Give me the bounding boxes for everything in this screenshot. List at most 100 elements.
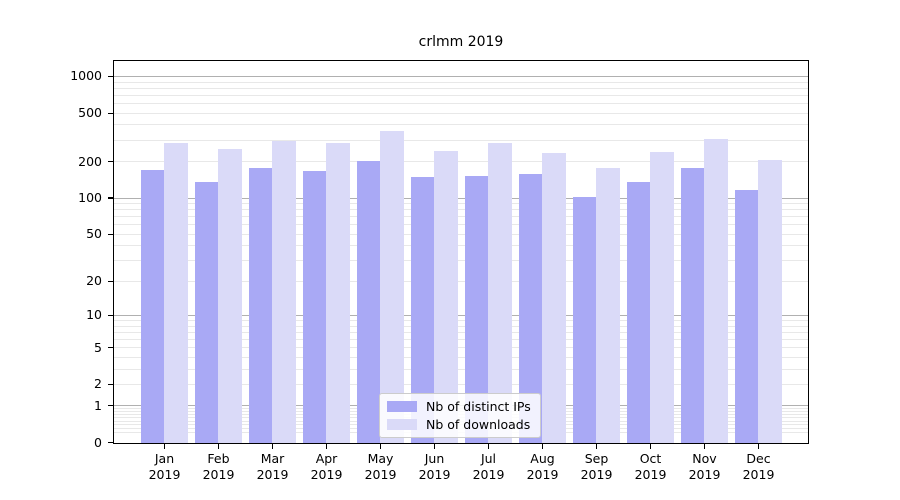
bar-downloads	[758, 159, 782, 443]
x-tick-label-may: May 2019	[341, 451, 421, 483]
gridline-minor	[114, 325, 808, 327]
legend-label-downloads: Nb of downloads	[426, 417, 531, 432]
gridline-minor	[114, 216, 808, 218]
legend-item-downloads: Nb of downloads	[387, 417, 531, 432]
bar-distinct-ips	[302, 171, 326, 443]
bar-downloads	[704, 138, 728, 443]
y-tick-mark	[108, 112, 113, 114]
y-tick-mark	[108, 441, 113, 444]
bar-downloads	[164, 142, 188, 443]
legend-item-distinct-ips: Nb of distinct IPs	[387, 399, 531, 414]
x-tick-label-nov: Nov 2019	[665, 451, 745, 483]
bar-downloads	[380, 130, 404, 443]
x-tick-label-mar: Mar 2019	[233, 451, 313, 483]
gridline-minor	[114, 368, 808, 370]
x-tick-year: 2019	[742, 467, 775, 482]
y-tick-label: 20	[86, 273, 102, 289]
gridline-minor	[114, 112, 808, 114]
x-tick-mark	[325, 444, 328, 449]
bar-distinct-ips	[680, 168, 704, 443]
x-tick-month: Jun	[424, 451, 445, 466]
bar-distinct-ips	[734, 190, 758, 443]
x-tick-label-jun: Jun 2019	[395, 451, 475, 483]
gridline-minor	[114, 203, 808, 204]
x-tick-year: 2019	[634, 467, 667, 482]
bar-downloads	[542, 153, 566, 443]
x-tick-month: Apr	[315, 451, 338, 466]
gridline-minor	[114, 280, 808, 282]
gridline-minor	[114, 233, 808, 235]
gridline-minor	[114, 103, 808, 104]
y-tick-label: 10	[86, 307, 102, 323]
bar-downloads	[326, 143, 350, 443]
chart-title: crlmm 2019	[418, 34, 504, 50]
bar-downloads	[272, 141, 296, 443]
x-tick-mark	[217, 444, 220, 449]
bar-distinct-ips	[572, 197, 596, 443]
gridline-minor	[114, 320, 808, 321]
y-tick-mark	[108, 405, 113, 407]
x-tick-year: 2019	[472, 467, 505, 482]
gridline-minor	[114, 338, 808, 340]
legend-label-distinct-ips: Nb of distinct IPs	[426, 399, 531, 414]
gridline-minor	[114, 245, 808, 247]
gridline-minor	[114, 331, 808, 333]
y-tick-label: 50	[86, 226, 102, 242]
bar-downloads	[650, 152, 674, 443]
x-tick-month: Sep	[584, 451, 609, 466]
gridline-minor	[114, 260, 808, 262]
y-tick-label: 1000	[70, 68, 102, 84]
x-tick-year: 2019	[526, 467, 559, 482]
bar-distinct-ips	[626, 182, 650, 443]
y-tick-label: 5	[94, 339, 102, 355]
x-tick-label-aug: Aug 2019	[503, 451, 583, 483]
x-tick-year: 2019	[580, 467, 613, 482]
gridline-minor	[114, 139, 808, 141]
y-tick-label: 1	[94, 397, 102, 413]
gridline-minor	[114, 209, 808, 211]
y-tick-mark	[108, 160, 113, 163]
bar-distinct-ips	[518, 173, 542, 443]
legend: Nb of distinct IPs Nb of downloads	[379, 393, 541, 438]
bar-distinct-ips	[464, 175, 488, 443]
gridline-minor	[114, 161, 808, 162]
bar-distinct-ips	[248, 168, 272, 443]
x-tick-year: 2019	[688, 467, 721, 482]
y-tick-mark	[108, 197, 113, 199]
x-tick-year: 2019	[202, 467, 235, 482]
x-tick-month: Oct	[639, 451, 662, 466]
y-tick-mark	[108, 233, 113, 235]
y-tick-mark	[108, 280, 113, 282]
gridline-minor	[114, 347, 808, 349]
bar-downloads	[218, 149, 242, 443]
x-tick-year: 2019	[364, 467, 397, 482]
x-tick-year: 2019	[256, 467, 289, 482]
x-tick-label-oct: Oct 2019	[611, 451, 691, 483]
bar-downloads	[596, 168, 620, 443]
y-tick-mark	[108, 75, 113, 78]
gridline-minor	[114, 94, 808, 96]
y-tick-label: 100	[78, 189, 102, 205]
y-tick-mark	[108, 314, 113, 317]
x-tick-mark	[433, 444, 436, 449]
x-tick-month: Jul	[480, 451, 497, 466]
x-tick-month: Jan	[154, 451, 175, 466]
bar-distinct-ips	[140, 170, 164, 443]
legend-swatch-downloads	[387, 419, 417, 430]
x-tick-mark	[379, 444, 382, 449]
x-tick-mark	[271, 444, 274, 449]
gridline-minor	[114, 224, 808, 226]
x-tick-month: Nov	[692, 451, 717, 466]
y-tick-label: 0	[94, 434, 102, 450]
x-tick-mark	[163, 444, 166, 449]
x-tick-label-jul: Jul 2019	[449, 451, 529, 483]
x-tick-mark	[649, 444, 652, 449]
x-tick-label-jan: Jan 2019	[125, 451, 205, 483]
y-tick-label: 500	[78, 105, 102, 121]
x-tick-month: Aug	[530, 451, 555, 466]
bar-downloads	[434, 151, 458, 443]
x-tick-month: Feb	[207, 451, 230, 466]
plot-area: Nb of distinct IPs Nb of downloads	[113, 60, 809, 444]
x-tick-mark	[757, 444, 760, 449]
